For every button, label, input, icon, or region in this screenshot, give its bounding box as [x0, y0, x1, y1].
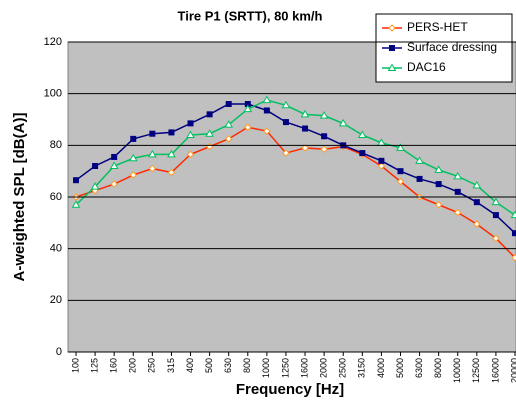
- x-tick-label: 400: [185, 358, 195, 373]
- marker: [93, 164, 98, 169]
- x-tick-label: 200: [128, 358, 138, 373]
- x-tick-label: 12500: [471, 358, 481, 383]
- marker: [455, 189, 460, 194]
- x-tick-label: 630: [223, 358, 233, 373]
- y-axis-label: A-weighted SPL [dB(A)]: [11, 113, 28, 282]
- x-tick-label: 1600: [299, 358, 309, 378]
- marker: [417, 176, 422, 181]
- marker: [188, 121, 193, 126]
- marker: [207, 112, 212, 117]
- y-tick-label: 80: [50, 139, 62, 151]
- marker: [379, 158, 384, 163]
- y-tick-label: 100: [44, 88, 62, 100]
- y-tick-label: 0: [56, 346, 62, 358]
- marker: [226, 102, 231, 107]
- y-tick-label: 120: [44, 36, 62, 48]
- x-tick-label: 800: [242, 358, 252, 373]
- legend-label: PERS-HET: [407, 20, 468, 34]
- marker: [150, 131, 155, 136]
- marker: [131, 136, 136, 141]
- marker: [303, 126, 308, 131]
- x-tick-label: 125: [89, 358, 99, 373]
- x-tick-label: 2500: [338, 358, 348, 378]
- x-tick-label: 6300: [414, 358, 424, 378]
- legend-marker: [390, 46, 395, 51]
- x-tick-label: 10000: [452, 358, 462, 383]
- x-tick-label: 1250: [280, 358, 290, 378]
- x-tick-label: 1000: [261, 358, 271, 378]
- marker: [513, 231, 516, 236]
- marker: [360, 151, 365, 156]
- legend-label: DAC16: [407, 60, 446, 74]
- x-tick-label: 160: [109, 358, 119, 373]
- marker: [398, 169, 403, 174]
- x-tick-label: 250: [147, 358, 157, 373]
- marker: [264, 108, 269, 113]
- x-tick-label: 20000: [509, 358, 516, 383]
- marker: [283, 120, 288, 125]
- x-tick-label: 4000: [376, 358, 386, 378]
- x-tick-label: 315: [166, 358, 176, 373]
- x-tick-label: 500: [204, 358, 214, 373]
- chart-title: Tire P1 (SRTT), 80 km/h: [178, 8, 323, 23]
- marker: [112, 154, 117, 159]
- x-tick-label: 16000: [490, 358, 500, 383]
- y-tick-label: 60: [50, 191, 62, 203]
- y-tick-label: 20: [50, 294, 62, 306]
- marker: [74, 178, 79, 183]
- marker: [169, 130, 174, 135]
- y-tick-label: 40: [50, 243, 62, 255]
- marker: [436, 182, 441, 187]
- marker: [322, 134, 327, 139]
- x-tick-label: 8000: [433, 358, 443, 378]
- marker: [493, 213, 498, 218]
- marker: [474, 200, 479, 205]
- x-tick-label: 100: [70, 358, 80, 373]
- x-tick-label: 5000: [395, 358, 405, 378]
- x-tick-label: 3150: [357, 358, 367, 378]
- x-tick-label: 2000: [319, 358, 329, 378]
- x-axis-label: Frequency [Hz]: [236, 381, 344, 398]
